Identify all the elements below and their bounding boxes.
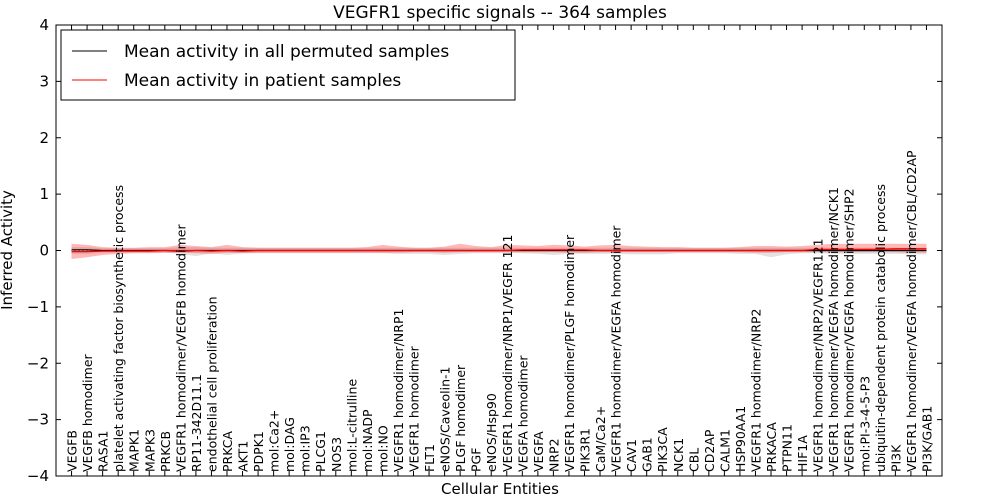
- x-tick-label: RP11-342D11.1: [189, 374, 204, 472]
- x-tick-label: PLCG1: [313, 431, 328, 472]
- y-tick-label: −3: [27, 411, 49, 429]
- x-tick-label: eNOS/Hsp90: [484, 393, 499, 472]
- y-tick-label: 1: [39, 185, 49, 203]
- x-tick-label: MAPK3: [142, 429, 157, 472]
- x-tick-label: PRKCA: [220, 431, 235, 472]
- x-tick-label: PRKCB: [158, 431, 173, 472]
- x-tick-label: NCK1: [671, 438, 686, 472]
- legend-box: [60, 29, 516, 101]
- x-tick-label: mol:Ca2+: [267, 410, 282, 472]
- line-series-1: [71, 248, 927, 253]
- x-tick-label: VEGFA: [531, 431, 546, 472]
- x-tick-label: PIK3CA: [655, 427, 670, 472]
- y-tick-label: −4: [27, 467, 49, 485]
- x-tick-label: mol:L-citrulline: [344, 379, 359, 472]
- x-tick-label: PI3K: [888, 444, 903, 472]
- confidence-bands: [71, 243, 927, 259]
- x-tick-label: CAV1: [624, 439, 639, 472]
- x-tick-label: VEGFR1 homodimer/VEGFB homodimer: [173, 224, 188, 472]
- y-tick-label: 0: [39, 242, 49, 260]
- x-tick-label: mol:NADP: [360, 409, 375, 472]
- x-axis-ticks: VEGFB VEGFB homodimer RASA1 platelet activa…: [65, 25, 935, 476]
- y-tick-label: 3: [39, 72, 49, 90]
- legend-label-permuted: Mean activity in all permuted samples: [124, 42, 449, 62]
- x-tick-label: CaM/Ca2+: [593, 406, 608, 472]
- y-tick-label: 4: [39, 16, 49, 34]
- x-tick-label: VEGFR1 homodimer/NRP1: [391, 309, 406, 472]
- x-tick-label: RASA1: [96, 431, 111, 472]
- x-tick-label: FLT1: [422, 444, 437, 472]
- x-tick-label: PIK3R1: [578, 428, 593, 472]
- x-tick-label: VEGFR1 homodimer/VEGFA homodimer/SHP2: [842, 188, 857, 472]
- x-tick-label: VEGFR1 homodimer/NRP2/VEGFR121: [811, 238, 826, 472]
- plot-frame: [55, 24, 943, 477]
- x-tick-label: ubiquitin-dependent protein catabolic pr…: [873, 184, 888, 472]
- x-tick-label: PTPN11: [780, 424, 795, 472]
- chart-title: VEGFR1 specific signals -- 364 samples: [333, 3, 667, 23]
- x-tick-label: mol:IP3: [298, 425, 313, 472]
- y-tick-label: −1: [27, 298, 49, 316]
- band-series-0: [71, 247, 927, 258]
- x-tick-label: PDPK1: [251, 431, 266, 472]
- x-tick-label: VEGFA homodimer: [515, 355, 530, 472]
- x-tick-label: VEGFR1 homodimer/VEGFA homodimer/NCK1: [826, 187, 841, 472]
- x-tick-label: VEGFR1 homodimer/NRP2: [749, 309, 764, 472]
- x-tick-label: MAPK1: [127, 429, 142, 472]
- x-tick-label: VEGFB: [65, 430, 80, 472]
- y-tick-label: −2: [27, 354, 49, 372]
- x-tick-label: VEGFR1 homodimer: [407, 345, 422, 472]
- y-axis-label: Inferred Activity: [0, 190, 16, 310]
- y-axis-ticks: 4 3 2 1 0 −1 −2 −3 −4: [27, 16, 942, 485]
- x-tick-label: endothelial cell proliferation: [204, 296, 219, 471]
- x-tick-label: mol:NO: [375, 425, 390, 472]
- x-tick-label: HSP90AA1: [733, 406, 748, 472]
- x-tick-label: mol:PI-3-4-5-P3: [857, 376, 872, 472]
- x-tick-label: CD2AP: [702, 429, 717, 472]
- series-lines: [56, 248, 942, 253]
- x-tick-label: mol:DAG: [282, 417, 297, 472]
- x-tick-label: PGF: [469, 448, 484, 472]
- x-axis-label: Cellular Entities: [441, 480, 559, 498]
- legend-label-patient: Mean activity in patient samples: [124, 71, 401, 91]
- x-tick-label: NRP2: [546, 438, 561, 472]
- x-tick-label: PLGF homodimer: [453, 364, 468, 472]
- x-tick-label: GAB1: [640, 437, 655, 472]
- x-tick-label: VEGFB homodimer: [80, 353, 95, 472]
- y-tick-label: 2: [39, 129, 49, 147]
- x-tick-label: VEGFR1 homodimer/VEGFA homodimer/CBL/CD2…: [904, 150, 919, 472]
- band-series-1: [71, 243, 927, 259]
- x-tick-label: HIF1A: [795, 435, 810, 472]
- x-tick-label: PI3K/GAB1: [920, 406, 935, 472]
- x-tick-label: PRKACA: [764, 422, 779, 472]
- x-tick-label: AKT1: [236, 441, 251, 472]
- x-tick-label: NOS3: [329, 437, 344, 472]
- x-tick-label: VEGFR1 homodimer/NRP1/VEGFR 121: [500, 234, 515, 472]
- x-tick-label: CALM1: [717, 429, 732, 472]
- x-tick-label: VEGFR1 homodimer/VEGFA homodimer: [609, 225, 624, 472]
- x-tick-label: platelet activating factor biosynthetic …: [111, 185, 126, 472]
- x-tick-label: eNOS/Caveolin-1: [438, 367, 453, 472]
- x-tick-label: CBL: [686, 448, 701, 472]
- x-tick-label: VEGFR1 homodimer/PLGF homodimer: [562, 234, 577, 472]
- legend: Mean activity in all permuted samples Me…: [60, 29, 516, 101]
